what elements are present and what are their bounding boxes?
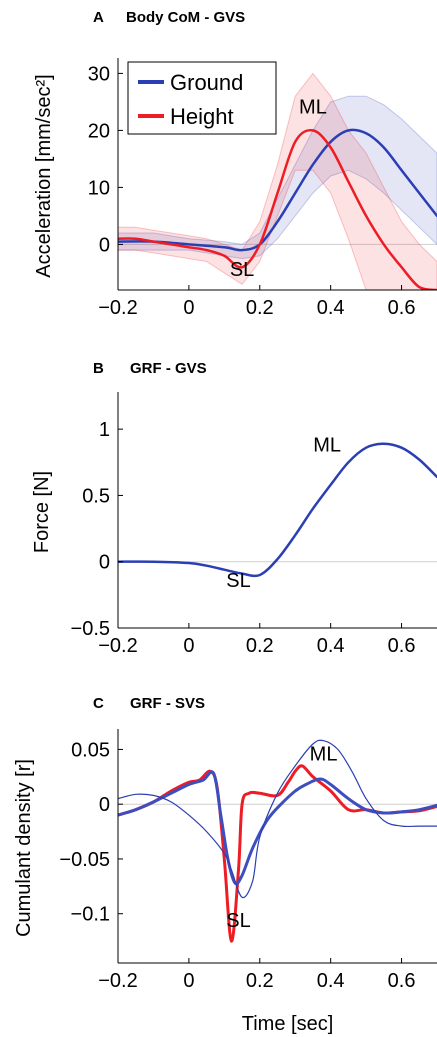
- plot-area: [118, 72, 437, 290]
- x-tick-label: −0.2: [98, 297, 137, 319]
- legend-box: [127, 61, 277, 135]
- panel-title: GRF - SVS: [130, 695, 205, 712]
- plot-area: [118, 442, 437, 578]
- annotation-sl: SL: [226, 910, 250, 932]
- panel-b: B GRF - GVS −0.2 0 0.2 0.4 0.6 −0.5 0 0.5 1 Force […: [31, 360, 437, 657]
- series-line-1: [118, 770, 437, 886]
- x-tick-label: −0.2: [98, 635, 137, 657]
- y-axis-label: Force [N]: [31, 471, 53, 553]
- y-tick-label: 30: [88, 63, 110, 85]
- x-tick-label: 0.6: [388, 297, 416, 319]
- x-tick-label: 0.6: [388, 635, 416, 657]
- plot-area: [118, 739, 437, 943]
- y-tick-label: 10: [88, 177, 110, 199]
- y-tick-label: 0: [99, 552, 110, 574]
- y-axis-label: Cumulant density [r]: [13, 759, 35, 937]
- annotation-ml: ML: [313, 435, 341, 457]
- confidence-band-ground: [118, 95, 437, 260]
- y-tick-label: −0.5: [71, 618, 110, 640]
- x-tick-label: 0.4: [317, 970, 345, 992]
- x-tick-label: 0: [183, 970, 194, 992]
- panel-c: C GRF - SVS −0.2 0 0.2 0.4 0.6 −0.1 −0.05 0 0.05 Cu…: [13, 695, 437, 1035]
- annotation-sl: SL: [226, 570, 250, 592]
- y-tick-label: 1: [99, 419, 110, 441]
- x-tick-label: 0.4: [317, 297, 345, 319]
- y-tick-label: 0: [99, 234, 110, 256]
- x-axis-label: Time [sec]: [242, 1013, 334, 1035]
- y-tick-label: −0.05: [59, 849, 110, 871]
- confidence-band-height: [118, 72, 437, 290]
- x-tick-label: 0.2: [246, 635, 274, 657]
- panel-letter: B: [93, 360, 104, 377]
- x-tick-label: 0.2: [246, 970, 274, 992]
- series-line-height: [118, 128, 437, 290]
- y-axis-label: Acceleration [mm/sec²]: [33, 74, 55, 277]
- y-tick-label: 0.5: [82, 485, 110, 507]
- series-line-0: [118, 442, 437, 578]
- panel-letter: C: [93, 695, 104, 712]
- x-tick-label: −0.2: [98, 970, 137, 992]
- panel-letter: A: [93, 9, 104, 26]
- series-line-2: [118, 739, 437, 899]
- legend-label-ground: Ground: [170, 70, 243, 95]
- legend: Ground Height: [127, 61, 277, 135]
- annotation-ml: ML: [310, 743, 338, 765]
- x-tick-label: 0.2: [246, 297, 274, 319]
- series-line-ground: [118, 128, 437, 252]
- panel-title: Body CoM - GVS: [126, 9, 245, 26]
- panel-title: GRF - GVS: [130, 360, 207, 377]
- y-tick-label: −0.1: [71, 904, 110, 926]
- x-tick-label: 0: [183, 297, 194, 319]
- y-tick-label: 20: [88, 120, 110, 142]
- annotation-ml: ML: [299, 96, 327, 118]
- y-tick-label: 0: [99, 794, 110, 816]
- annotation-sl: SL: [230, 259, 254, 281]
- y-tick-label: 0.05: [71, 739, 110, 761]
- x-tick-label: 0.4: [317, 635, 345, 657]
- x-tick-label: 0: [183, 635, 194, 657]
- x-tick-label: 0.6: [388, 970, 416, 992]
- legend-label-height: Height: [170, 104, 234, 129]
- panel-a: A Body CoM - GVS −0.2 0 0.2 0.4 0.6 0 10 20 30 Acce…: [33, 9, 437, 319]
